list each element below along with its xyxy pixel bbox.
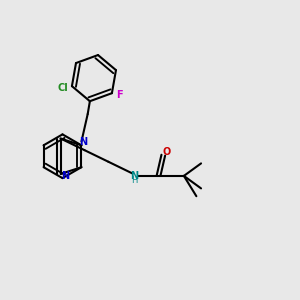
Text: N: N <box>130 171 138 181</box>
Text: O: O <box>163 148 171 158</box>
Text: H: H <box>131 176 137 185</box>
Text: Cl: Cl <box>58 83 68 93</box>
Text: N: N <box>61 170 69 181</box>
Text: N: N <box>79 136 87 147</box>
Text: F: F <box>116 90 123 100</box>
